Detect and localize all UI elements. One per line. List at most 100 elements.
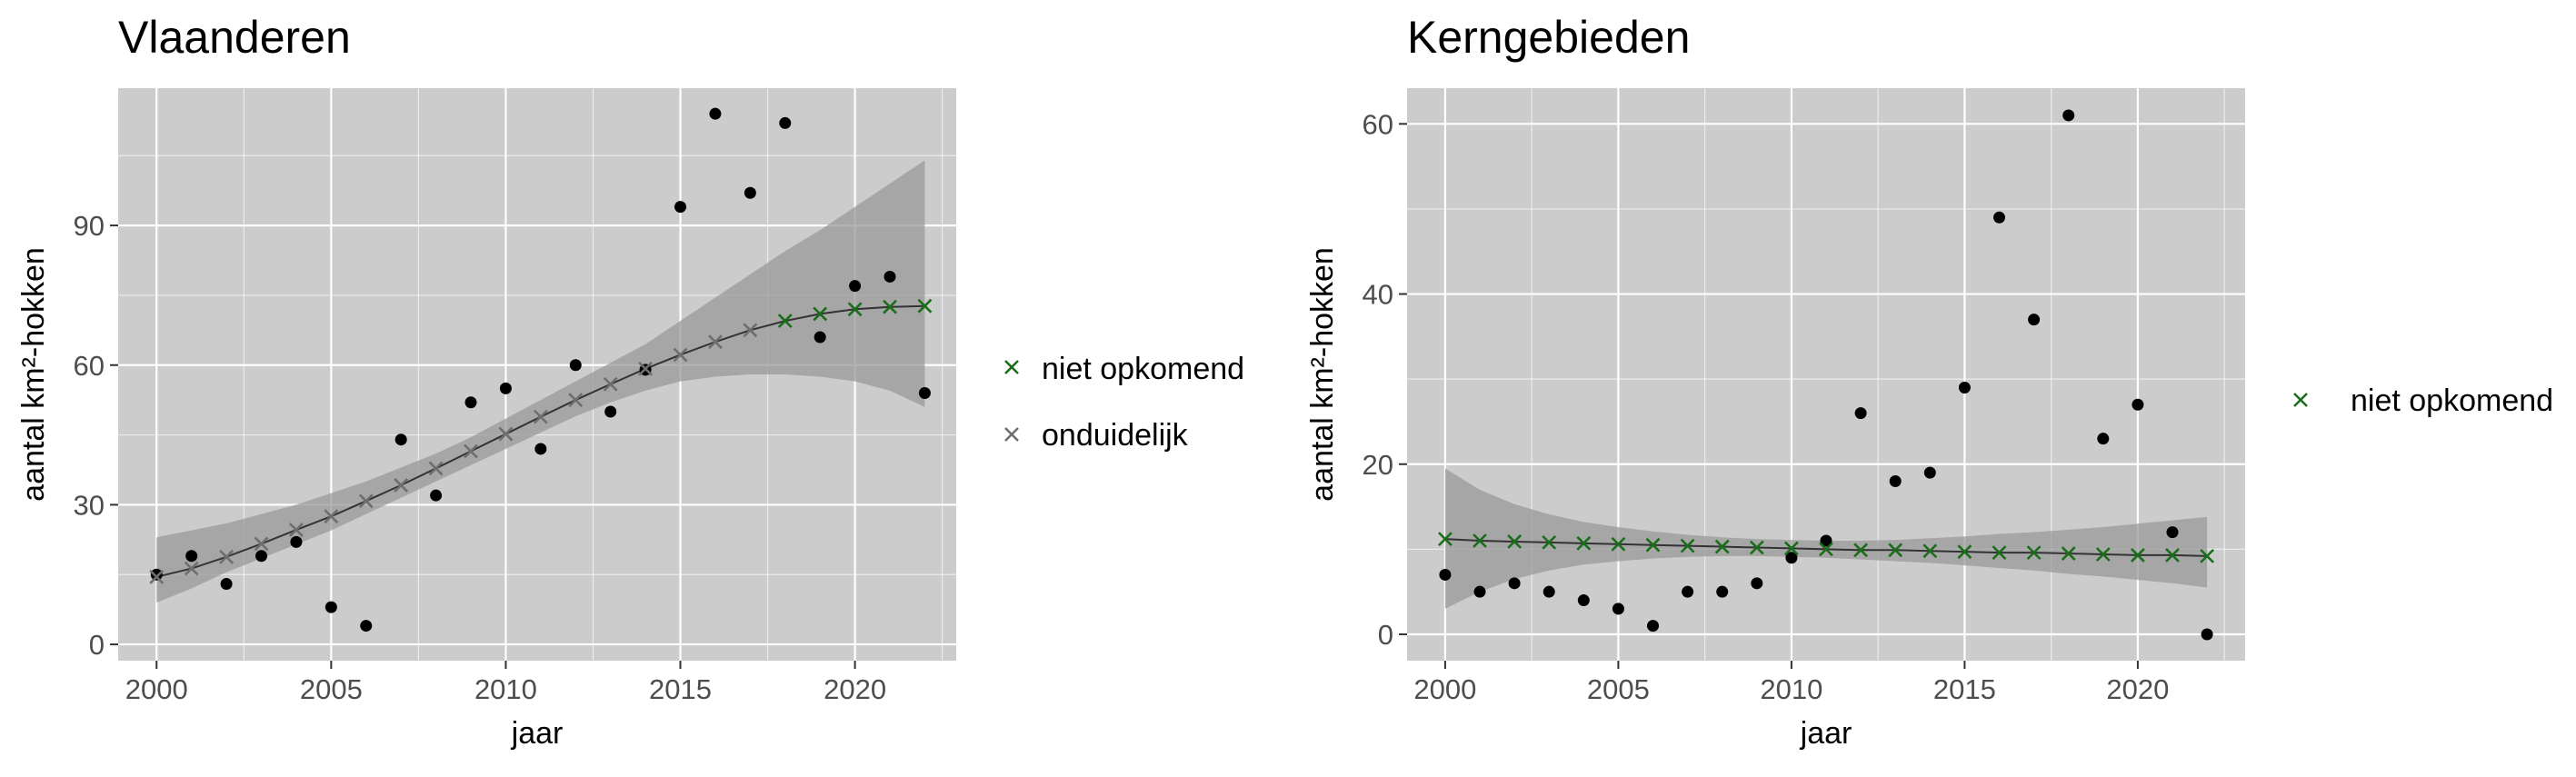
y-tick-label: 60 (1363, 108, 1393, 140)
chart-vlaanderen: Vlaanderen 2000 2005 2010 2015 2020 0306090 … (16, 12, 1244, 751)
fitted-cross (1576, 535, 1592, 551)
fitted-cross (184, 561, 199, 576)
observed-point (604, 405, 617, 418)
fitted-cross (2095, 547, 2111, 562)
cross-stroke (254, 536, 269, 552)
x-tick-label: 2010 (1760, 673, 1822, 705)
fitted-cross (149, 569, 165, 584)
cross-stroke (1853, 543, 1869, 558)
y-axis-label: aantal km²-hokken (16, 247, 51, 502)
observed-point (1508, 577, 1521, 590)
cross-stroke (743, 323, 758, 338)
observed-point (394, 433, 407, 446)
observed-point (2028, 314, 2041, 326)
legend-label: niet opkomend (1042, 352, 1244, 386)
cross-stroke (2130, 548, 2145, 563)
observed-point (814, 331, 826, 344)
cross-stroke (673, 347, 688, 363)
cross-stroke (603, 376, 618, 392)
cross-stroke (1888, 543, 1903, 558)
x-tick-label: 2000 (125, 673, 188, 705)
cross-stroke (394, 477, 409, 493)
fitted-cross (1783, 541, 1799, 556)
y-tick-label: 90 (74, 210, 105, 242)
fitted-crosses (149, 298, 933, 584)
cross-stroke (847, 302, 863, 317)
cross-stroke (1645, 537, 1661, 553)
observed-point (220, 577, 233, 590)
fitted-cross (1819, 542, 1833, 557)
fitted-cross (2061, 546, 2076, 561)
confidence-ribbon (156, 160, 925, 603)
fitted-cross (1853, 543, 1869, 558)
cross-stroke (883, 299, 897, 314)
cross-stroke (1542, 534, 1557, 550)
fitted-cross (568, 393, 584, 408)
fitted-cross (289, 523, 304, 537)
x-axis-label: jaar (511, 716, 564, 751)
observed-point (2097, 433, 2110, 445)
fitted-cross (2200, 548, 2215, 563)
cross-stroke (1680, 538, 1695, 553)
fitted-cross (1680, 538, 1695, 553)
fitted-cross (777, 314, 793, 329)
observed-point (918, 386, 931, 399)
x-axis: 2000 2005 2010 2015 2020 (125, 661, 886, 705)
cross-stroke (568, 393, 584, 408)
cross-stroke (1783, 541, 1799, 556)
x-tick-label: 2005 (300, 673, 363, 705)
legend-key-cross-icon (1004, 427, 1019, 442)
cross-stroke (1714, 539, 1730, 554)
cross-stroke (324, 509, 339, 524)
x-tick-label: 2000 (1413, 673, 1476, 705)
cross-stroke (464, 443, 478, 459)
observed-point (150, 568, 163, 581)
fitted-cross (1992, 545, 2007, 561)
cross-stroke (428, 461, 444, 476)
fitted-cross (1645, 537, 1661, 553)
fitted-cross (324, 509, 339, 524)
observed-point (1543, 585, 1555, 598)
x-axis-label: jaar (1800, 716, 1852, 751)
cross-stroke (1611, 536, 1626, 552)
observed-point (1716, 585, 1729, 598)
x-tick-label: 2015 (1933, 673, 1996, 705)
observed-point (464, 396, 477, 409)
observed-point (499, 382, 512, 394)
cross-stroke (498, 426, 514, 442)
y-axis: 0 20 40 60 (1363, 108, 1407, 651)
cross-stroke (1507, 534, 1523, 549)
y-tick-label: 60 (74, 350, 105, 382)
cross-stroke (358, 493, 374, 509)
cross-stroke (813, 306, 828, 322)
fitted-cross (603, 376, 618, 392)
legend-item-niet-opkomend: niet opkomend (2293, 384, 2553, 418)
cross-stroke (1576, 535, 1592, 551)
observed-point (2132, 398, 2144, 411)
cross-stroke (1473, 533, 1487, 548)
x-tick-label: 2005 (1587, 673, 1650, 705)
observed-point (1820, 534, 1832, 547)
observed-point (1577, 594, 1590, 607)
fitted-cross (883, 299, 897, 314)
fitted-cross (743, 323, 758, 338)
observed-point (534, 443, 547, 455)
observed-point (360, 620, 373, 633)
cross-stroke (184, 561, 199, 576)
cross-stroke (149, 569, 165, 584)
observed-point (324, 601, 337, 613)
fitted-cross (1437, 532, 1453, 547)
legend: niet opkomend (2293, 384, 2553, 418)
cross-stroke (2061, 546, 2076, 561)
cross-stroke (708, 334, 723, 350)
observed-point (1785, 552, 1798, 564)
observed-point (849, 280, 862, 293)
observed-point (2201, 628, 2213, 641)
cross-stroke (1992, 545, 2007, 561)
observed-point (1682, 585, 1694, 598)
cross-stroke (1437, 532, 1453, 547)
fitted-cross (1749, 540, 1764, 555)
y-tick-label: 40 (1363, 279, 1393, 311)
x-tick-label: 2015 (649, 673, 712, 705)
